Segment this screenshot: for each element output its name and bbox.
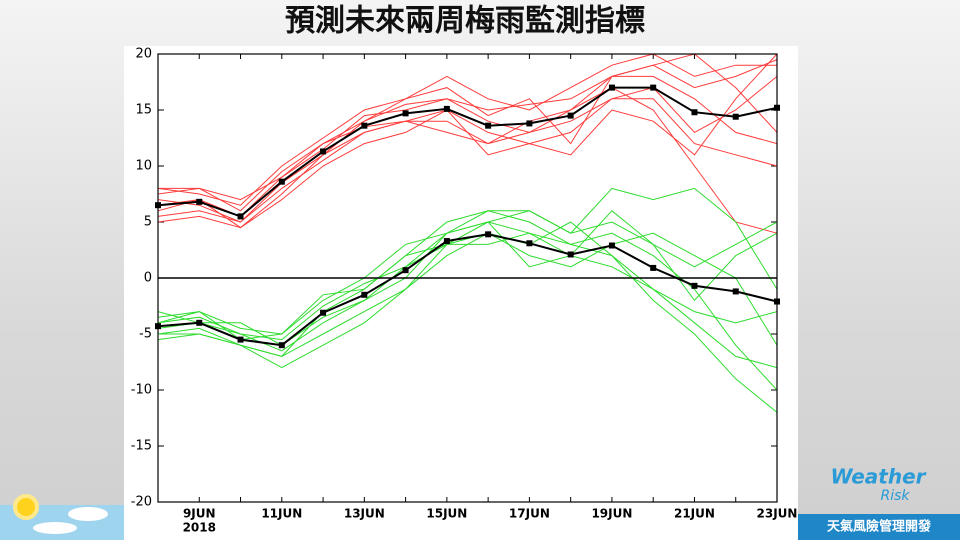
point-marker	[732, 288, 739, 295]
x-tick-label: 23JUN	[757, 507, 798, 521]
x-tick-label: 15JUN	[426, 507, 467, 521]
series-line	[157, 233, 778, 347]
y-tick-label: -15	[131, 439, 152, 454]
x-tick-label: 17JUN	[509, 507, 550, 521]
series-line	[157, 210, 778, 346]
point-marker	[691, 282, 698, 289]
x-tick-label: 9JUN	[183, 507, 216, 521]
sun-icon	[13, 494, 39, 520]
point-marker	[278, 178, 285, 185]
point-marker	[526, 240, 533, 247]
series-line	[157, 76, 778, 229]
point-marker	[691, 109, 698, 116]
slide-title: 預測未來兩周梅雨監測指標	[285, 4, 645, 39]
point-marker	[320, 148, 327, 155]
y-tick-label: 0	[144, 271, 152, 286]
point-marker	[443, 105, 450, 112]
y-tick-label: 10	[135, 159, 152, 174]
y-tick-label: 5	[144, 215, 152, 230]
series-line	[157, 86, 778, 218]
y-tick-label: 15	[135, 103, 152, 118]
point-marker	[485, 122, 492, 129]
series-line	[157, 53, 777, 206]
x-tick-label: 13JUN	[344, 507, 385, 521]
plot-frame	[157, 53, 778, 503]
point-marker	[567, 251, 574, 258]
logo-text: Risk	[880, 488, 910, 504]
y-tick-label: -10	[131, 383, 152, 398]
point-marker	[526, 120, 533, 127]
series-line	[158, 53, 778, 201]
series-line	[157, 98, 778, 229]
series-line	[158, 232, 778, 369]
point-marker	[278, 342, 285, 349]
point-marker	[443, 238, 450, 245]
tagline-bar	[798, 514, 960, 540]
point-marker	[608, 84, 615, 91]
series-line	[157, 210, 778, 335]
plot: -20 -15 -10 -5 0 5 10 15 20 9JUN 11JUN 13JUN 15JUN 17…	[131, 47, 798, 535]
point-marker	[361, 122, 368, 129]
point-marker	[732, 113, 739, 120]
cloud-icon	[68, 507, 108, 521]
x-tick-label: 11JUN	[261, 507, 302, 521]
tagline: 天氣風險管理開發	[827, 519, 931, 535]
series-line	[157, 187, 778, 341]
point-marker	[567, 112, 574, 119]
y-tick-label: -5	[139, 327, 152, 342]
point-marker	[237, 336, 244, 343]
series-line	[157, 75, 778, 212]
y-tick-label: 20	[135, 47, 152, 62]
point-marker	[485, 231, 492, 238]
logo-text: Weather	[830, 465, 926, 489]
point-marker	[237, 213, 244, 220]
y-tick-label: -20	[131, 495, 152, 510]
point-marker	[650, 84, 657, 91]
x-tick-label: 19JUN	[591, 507, 632, 521]
point-marker	[320, 309, 327, 316]
x-sublabel: 2018	[183, 521, 216, 535]
series-line	[157, 59, 778, 223]
series-line	[157, 53, 778, 217]
point-marker	[608, 242, 615, 249]
point-marker	[361, 291, 368, 298]
point-marker	[402, 267, 409, 274]
point-marker	[650, 264, 657, 271]
cloud-icon	[33, 522, 77, 534]
x-tick-label: 21JUN	[674, 507, 715, 521]
point-marker	[196, 198, 203, 205]
point-marker	[402, 110, 409, 117]
point-marker	[196, 319, 203, 326]
